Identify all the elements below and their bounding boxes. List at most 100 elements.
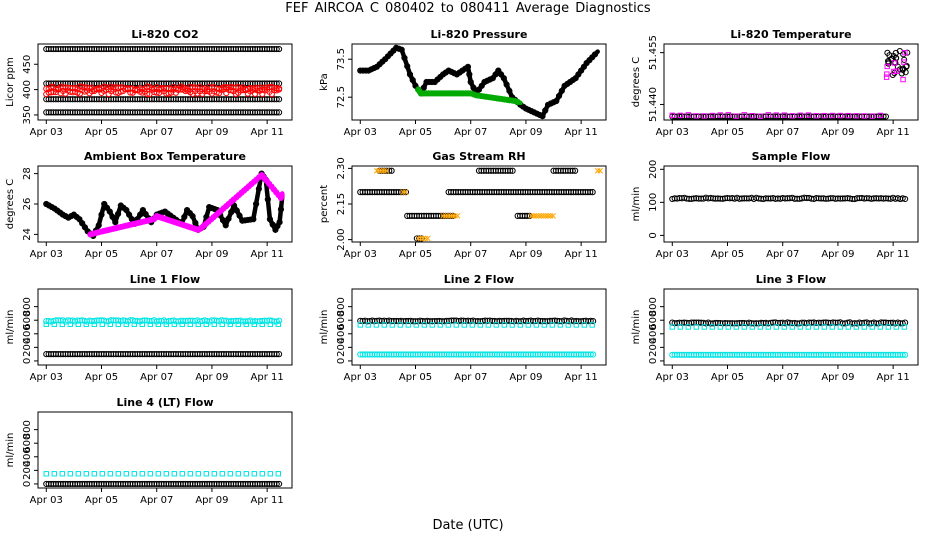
x-tick-label: Apr 05: [711, 249, 744, 260]
y-tick-label: 72.5: [336, 86, 347, 108]
line2-cyan-mid-point: [485, 322, 491, 328]
line1-cyan-low-point: [91, 321, 97, 327]
y-tick-label: 400: [648, 324, 659, 343]
line2-cyan-mid-point: [437, 322, 443, 328]
line1-cyan-low-point: [59, 321, 65, 327]
y-tick-label: 600: [648, 311, 659, 330]
ambient-temp-point: [266, 216, 274, 223]
y-tick-label: 200: [648, 338, 659, 357]
ambient-temp-point: [225, 215, 232, 222]
temp-high-magenta-point: [891, 68, 897, 75]
line4-cyan-point: [235, 471, 241, 477]
line2-cyan-mid-point: [413, 322, 419, 328]
x-tick-label: Apr 09: [195, 249, 228, 260]
line1-cyan-low-point: [75, 321, 81, 327]
rh-orange-c-point: [543, 213, 549, 219]
li820-co2-title: Li-820 CO2: [131, 28, 198, 41]
temp-base-black-point: [882, 113, 889, 120]
x-axis-caption: Date (UTC): [432, 518, 504, 533]
ambient-temp-point: [228, 209, 235, 216]
x-tick-label: Apr 05: [399, 127, 432, 138]
x-tick-label: Apr 07: [140, 249, 173, 260]
ambient-temp-point: [253, 200, 260, 208]
rh-orange-a-point: [373, 167, 380, 174]
line3-cyan-mid-point: [821, 324, 827, 330]
li820-co2-frame: [37, 43, 293, 121]
rh-orange-c-point: [540, 213, 547, 219]
rh-orange-a-point: [376, 167, 383, 174]
pressure-series: [358, 45, 600, 119]
li820-temperature-y-axis: 51.440 51.455: [648, 35, 664, 122]
x-tick-label: Apr 11: [251, 372, 284, 383]
line3-cyan-mid-point: [717, 324, 723, 330]
line3-cyan-mid-point: [741, 324, 747, 330]
y-tick-label: 200: [336, 338, 347, 357]
line1-cyan-low-point: [163, 321, 169, 327]
temp-base-magenta-point: [677, 112, 683, 119]
ambient-temp-point: [98, 211, 105, 218]
rh-2.30-c-point: [569, 167, 576, 174]
level-355-point: [275, 109, 283, 116]
line4-cyan-point: [139, 471, 145, 477]
temp-base-magenta-point: [757, 113, 763, 119]
sample-flow-data: [669, 194, 909, 203]
temp-base-magenta-point: [669, 112, 675, 119]
x-tick-label: Apr 03: [656, 127, 689, 138]
li820-temperature-title: Li-820 Temperature: [730, 28, 851, 41]
y-tick-label: 26: [22, 198, 33, 211]
ambient-temp-point: [81, 224, 89, 231]
pressure-alt-point: [514, 98, 521, 106]
ambient-box-temperature-y-label: degrees C: [5, 179, 16, 229]
li820-temperature-y-label: degrees C: [631, 57, 642, 107]
pressure-point: [398, 46, 405, 53]
gas-stream-rh-y-axis: 2.00 2.15 2.30: [336, 157, 352, 251]
y-tick-label: 800: [336, 297, 347, 316]
ambient-temp-point: [189, 213, 196, 220]
line1-cyan-low-point: [139, 321, 145, 327]
x-tick-label: Apr 03: [656, 249, 689, 260]
x-tick-label: Apr 07: [454, 249, 487, 260]
sample-flow-point: [899, 195, 906, 202]
line-1-flow-title: Line 1 Flow: [130, 273, 200, 286]
line-3-flow-frame: [663, 288, 919, 366]
line3-cyan-mid-point: [901, 324, 907, 330]
ambient-box-temperature-data: [43, 170, 285, 240]
rh-orange-c-point: [533, 213, 540, 219]
temp-high-magenta-point: [883, 74, 890, 80]
temp-base-magenta-point: [821, 112, 827, 119]
line4-cyan-point: [195, 471, 201, 477]
line-2-flow-x-axis: Apr 03 Apr 05 Apr 07 Apr 09 Apr 11: [344, 365, 598, 383]
rh-2.10-b-point: [524, 212, 531, 219]
ambient-temp-point: [112, 219, 119, 226]
temp-base-magenta-point: [797, 112, 803, 118]
x-tick-label: Apr 03: [656, 372, 689, 383]
li820-co2-y-label: Licor ppm: [5, 57, 16, 107]
rh-orange-a-point: [381, 167, 387, 174]
ambient-temp-alt-point: [278, 192, 285, 199]
y-tick-label: 350: [22, 105, 33, 124]
y-tick-label: 400: [22, 80, 33, 99]
y-tick-label: 600: [22, 311, 33, 330]
ambient-temp-alt-point: [87, 231, 94, 238]
pressure-point: [420, 84, 427, 91]
line3-cyan-mid-point: [701, 324, 707, 330]
line-2-flow-data: [357, 317, 597, 358]
line3-cyan-mid-point: [869, 324, 875, 330]
li820-temperature-data: [669, 47, 911, 120]
line-4-lt-flow-title: Line 4 (LT) Flow: [117, 396, 214, 409]
line4-cyan-point: [67, 471, 73, 477]
x-tick-label: Apr 07: [454, 372, 487, 383]
line2-cyan-mid-point: [525, 322, 531, 328]
pressure-point: [393, 44, 400, 51]
li820-co2-x-axis: Apr 03 Apr 05 Apr 07 Apr 09 Apr 11: [30, 120, 284, 138]
ambient-temp-point: [277, 206, 285, 213]
line3-cyan-mid-point: [829, 324, 835, 330]
line3-cyan-low-point: [901, 351, 909, 358]
temp-high-magenta-point: [891, 60, 898, 66]
line1-cyan-low-point: [43, 321, 49, 327]
line3-cyan-mid-point: [725, 324, 731, 330]
sample-flow-y-axis: 0 100 200: [648, 160, 664, 239]
temp-base-magenta-point: [789, 113, 795, 119]
y-tick-label: 0: [22, 358, 33, 364]
